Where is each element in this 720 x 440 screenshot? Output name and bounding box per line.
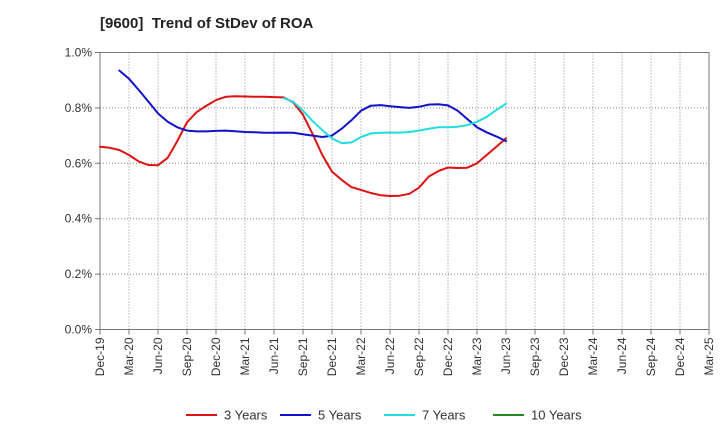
series-line-3-years [99,95,507,197]
y-tick-label: 0.8% [65,101,93,115]
x-tick-label: Mar-24 [586,337,600,375]
legend-item: 7 Years [384,408,466,423]
y-tick-label: 0.0% [65,323,93,337]
x-tick-label: Sep-20 [180,337,194,376]
series-line-7-years [282,97,507,145]
x-tick-label: Sep-22 [412,337,426,376]
legend-label: 5 Years [318,408,362,423]
x-tick-label: Dec-19 [93,337,107,376]
y-axis: 0.0% 0.2% 0.4% 0.6% 0.8% 1.0% [65,46,100,337]
x-tick-label: Dec-21 [325,337,339,376]
x-tick-label: Dec-24 [673,337,687,376]
chart-title: [9600] Trend of StDev of ROA [100,15,314,32]
plot-area [99,52,710,330]
x-tick-label: Dec-20 [209,337,223,376]
x-tick-label: Dec-23 [557,337,571,376]
legend-label: 10 Years [531,408,582,423]
x-tick-label: Dec-22 [441,337,455,376]
x-tick-label: Jun-22 [383,337,397,374]
legend-item: 3 Years [186,408,268,423]
legend-item: 5 Years [280,408,362,423]
x-tick-label: Sep-24 [644,337,658,376]
y-tick-label: 0.2% [65,267,93,281]
y-tick-label: 0.6% [65,156,93,170]
x-tick-label: Mar-23 [470,337,484,375]
grid-lines [100,52,709,330]
x-tick-label: Jun-21 [267,337,281,374]
series-line-5-years [118,69,507,143]
legend-label: 7 Years [422,408,466,423]
x-tick-label: Mar-22 [354,337,368,375]
x-tick-label: Mar-20 [122,337,136,375]
y-tick-label: 0.4% [65,212,93,226]
legend-label: 3 Years [224,408,268,423]
x-tick-label: Mar-25 [702,337,716,375]
x-tick-label: Jun-20 [151,337,165,374]
x-tick-label: Sep-23 [528,337,542,376]
x-tick-label: Jun-23 [499,337,513,374]
x-tick-label: Mar-21 [238,337,252,375]
x-tick-label: Jun-24 [615,337,629,374]
series-lines [99,69,507,197]
legend: 3 Years 5 Years 7 Years 10 Years [186,408,582,423]
y-tick-label: 1.0% [65,46,93,60]
legend-item: 10 Years [493,408,582,423]
x-tick-label: Sep-21 [296,337,310,376]
x-axis: Dec-19 Mar-20 Jun-20 Sep-20 Dec-20 Mar-21 Jun-… [93,329,716,376]
